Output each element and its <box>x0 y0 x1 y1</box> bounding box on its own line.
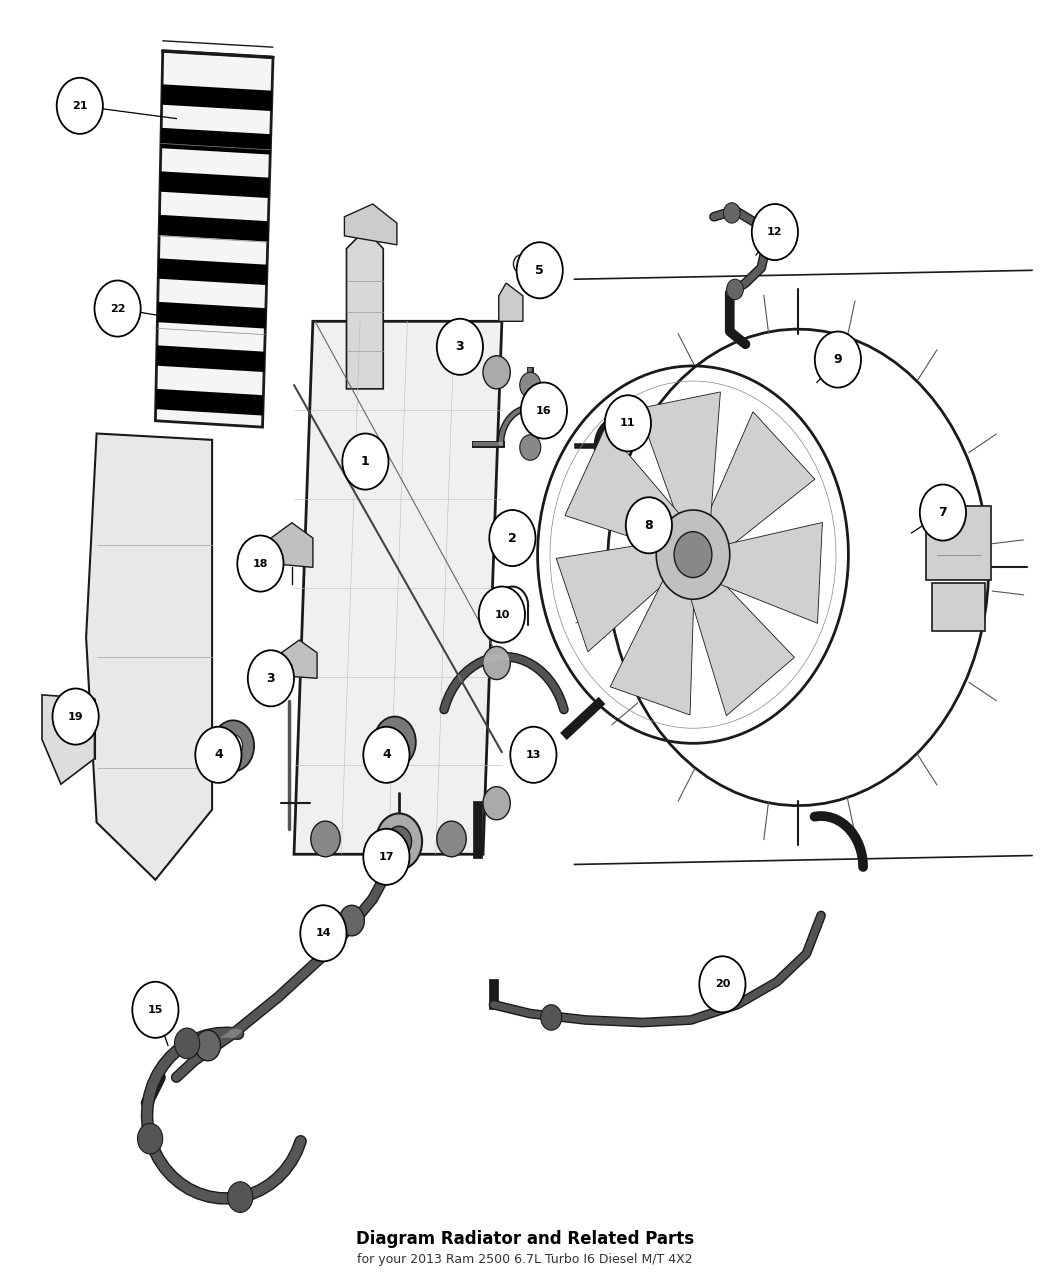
Text: 5: 5 <box>536 264 544 277</box>
Circle shape <box>248 650 294 706</box>
Polygon shape <box>281 640 317 678</box>
Circle shape <box>920 484 966 541</box>
Circle shape <box>195 1030 220 1061</box>
Circle shape <box>300 905 346 961</box>
Polygon shape <box>271 523 313 567</box>
Text: 19: 19 <box>68 711 83 722</box>
Circle shape <box>437 821 466 857</box>
Text: 16: 16 <box>537 405 551 416</box>
Circle shape <box>311 821 340 857</box>
Text: 12: 12 <box>768 227 782 237</box>
Text: 20: 20 <box>715 979 730 989</box>
Circle shape <box>656 510 730 599</box>
Polygon shape <box>684 562 795 715</box>
Circle shape <box>385 731 404 754</box>
Circle shape <box>752 204 798 260</box>
Polygon shape <box>155 51 273 427</box>
Circle shape <box>342 434 388 490</box>
Polygon shape <box>697 412 815 562</box>
Text: 3: 3 <box>456 340 464 353</box>
Polygon shape <box>610 557 695 715</box>
Circle shape <box>224 734 243 757</box>
Polygon shape <box>344 204 397 245</box>
Text: 7: 7 <box>939 506 947 519</box>
Circle shape <box>727 279 743 300</box>
Text: 8: 8 <box>645 519 653 532</box>
Circle shape <box>520 435 541 460</box>
Circle shape <box>374 717 416 768</box>
Circle shape <box>52 688 99 745</box>
Text: 2: 2 <box>508 532 517 544</box>
Circle shape <box>195 727 242 783</box>
Circle shape <box>605 395 651 451</box>
Circle shape <box>699 956 746 1012</box>
Polygon shape <box>159 259 267 286</box>
Polygon shape <box>160 214 268 241</box>
Text: 3: 3 <box>267 672 275 685</box>
Text: 22: 22 <box>110 303 125 314</box>
Circle shape <box>517 242 563 298</box>
Polygon shape <box>42 695 94 784</box>
Circle shape <box>437 319 483 375</box>
Text: 15: 15 <box>148 1005 163 1015</box>
Text: 4: 4 <box>382 748 391 761</box>
Polygon shape <box>556 539 685 652</box>
Circle shape <box>521 382 567 439</box>
Circle shape <box>386 826 412 857</box>
Text: 11: 11 <box>621 418 635 428</box>
Circle shape <box>723 203 740 223</box>
Polygon shape <box>638 391 720 542</box>
Polygon shape <box>86 434 212 880</box>
Polygon shape <box>699 523 822 623</box>
Polygon shape <box>162 84 272 111</box>
Polygon shape <box>926 506 991 580</box>
Circle shape <box>363 829 410 885</box>
Polygon shape <box>565 427 695 553</box>
Circle shape <box>483 646 510 680</box>
Text: 13: 13 <box>526 750 541 760</box>
Circle shape <box>520 372 541 398</box>
Text: Diagram Radiator and Related Parts: Diagram Radiator and Related Parts <box>356 1230 694 1248</box>
Text: 17: 17 <box>379 852 394 862</box>
Circle shape <box>94 280 141 337</box>
Circle shape <box>237 536 284 592</box>
Polygon shape <box>155 389 264 416</box>
Polygon shape <box>499 283 523 321</box>
Polygon shape <box>499 532 519 548</box>
Circle shape <box>363 727 410 783</box>
Circle shape <box>483 356 510 389</box>
Circle shape <box>513 255 528 273</box>
Text: 21: 21 <box>72 101 87 111</box>
Text: 4: 4 <box>214 748 223 761</box>
Circle shape <box>339 905 364 936</box>
Circle shape <box>479 586 525 643</box>
Circle shape <box>57 78 103 134</box>
Polygon shape <box>161 171 269 198</box>
Polygon shape <box>932 583 985 631</box>
Text: 14: 14 <box>316 928 331 938</box>
Circle shape <box>815 332 861 388</box>
Circle shape <box>626 497 672 553</box>
Circle shape <box>510 727 556 783</box>
Polygon shape <box>294 321 502 854</box>
Circle shape <box>376 813 422 870</box>
Circle shape <box>489 510 536 566</box>
Circle shape <box>132 982 179 1038</box>
Polygon shape <box>156 346 265 372</box>
Circle shape <box>174 1028 200 1058</box>
Circle shape <box>228 1182 253 1213</box>
Circle shape <box>483 787 510 820</box>
Text: 18: 18 <box>253 558 268 569</box>
Circle shape <box>541 1005 562 1030</box>
Text: 10: 10 <box>495 609 509 620</box>
Circle shape <box>674 532 712 578</box>
Polygon shape <box>158 302 266 329</box>
Polygon shape <box>346 230 383 389</box>
Text: 9: 9 <box>834 353 842 366</box>
Text: for your 2013 Ram 2500 6.7L Turbo I6 Diesel M/T 4X2: for your 2013 Ram 2500 6.7L Turbo I6 Die… <box>357 1253 693 1266</box>
Circle shape <box>212 720 254 771</box>
Circle shape <box>138 1123 163 1154</box>
Text: 1: 1 <box>361 455 370 468</box>
Polygon shape <box>161 128 271 154</box>
